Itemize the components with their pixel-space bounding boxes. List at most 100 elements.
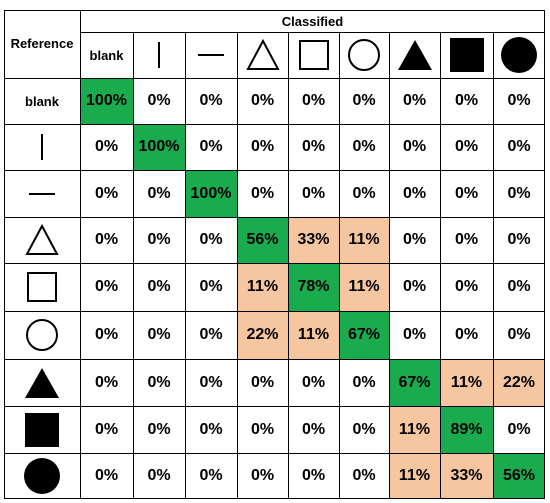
cell-value: 0%: [250, 420, 275, 438]
grid-line: [133, 32, 134, 499]
cell-value: 0%: [352, 184, 376, 202]
matrix-cell: 0%: [133, 78, 185, 124]
cell-value: 0%: [199, 138, 223, 155]
cell-value: 0%: [507, 92, 531, 109]
matrix-cell: 0%: [237, 453, 288, 499]
cell-value: 0%: [199, 420, 223, 438]
matrix-cell: 0%: [288, 170, 339, 217]
cell-value: 0%: [199, 278, 223, 295]
matrix-cell: 0%: [185, 124, 237, 170]
reference-label: Reference: [10, 36, 74, 51]
blank-label: blank: [89, 47, 124, 63]
grid-line: [544, 10, 545, 499]
cell-value: 0%: [507, 326, 531, 343]
matrix-cell: 0%: [288, 78, 339, 124]
matrix-cell: 0%: [440, 124, 493, 170]
matrix-cell: 11%: [339, 217, 389, 263]
square-filled-icon: [24, 412, 60, 448]
matrix-cell: 11%: [440, 359, 493, 406]
vertical-line-icon: [154, 40, 164, 70]
cell-value: 11%: [348, 278, 380, 295]
triangle-outline-icon: [245, 39, 280, 71]
cell-value: 0%: [250, 92, 275, 109]
matrix-cell: 0%: [288, 359, 339, 406]
confusion-matrix: Reference Classified blank blank 100% 0% 0% 0% 0…: [4, 10, 545, 499]
matrix-cell: 0%: [185, 453, 237, 499]
cell-value: 67%: [398, 373, 431, 391]
matrix-cell: 0%: [133, 406, 185, 453]
matrix-cell: 0%: [440, 170, 493, 217]
cell-value: 0%: [147, 184, 171, 202]
row-header: [4, 311, 80, 359]
horizontal-line-icon: [27, 189, 57, 199]
grid-line: [4, 453, 545, 454]
grid-line: [4, 10, 5, 499]
cell-value: 0%: [454, 92, 479, 109]
cell-value: 0%: [402, 326, 427, 343]
cell-value: 0%: [301, 92, 326, 109]
matrix-cell: 0%: [185, 217, 237, 263]
matrix-cell: 0%: [440, 311, 493, 359]
vertical-line-icon: [37, 132, 47, 162]
matrix-cell: 0%: [237, 170, 288, 217]
matrix-cell: 0%: [440, 263, 493, 311]
cell-value: 100%: [138, 138, 180, 155]
cell-value: 0%: [94, 420, 119, 438]
matrix-cell: 33%: [288, 217, 339, 263]
matrix-cell: 0%: [185, 78, 237, 124]
cell-value: 0%: [147, 467, 171, 484]
cell-value: 0%: [352, 92, 376, 109]
cell-value: 0%: [199, 373, 223, 391]
square-outline-icon: [26, 271, 58, 303]
cell-value: 0%: [250, 467, 275, 484]
cell-value: 0%: [147, 278, 171, 295]
column-header: [440, 32, 493, 78]
grid-line: [4, 124, 545, 125]
row-header: [4, 217, 80, 263]
cell-value: 11%: [246, 278, 279, 295]
matrix-cell: 0%: [133, 170, 185, 217]
column-header: [133, 32, 185, 78]
matrix-cell: 78%: [288, 263, 339, 311]
matrix-cell: 0%: [440, 217, 493, 263]
cell-value: 0%: [507, 231, 531, 248]
column-header: [185, 32, 237, 78]
matrix-cell: 0%: [80, 311, 133, 359]
matrix-cell: 0%: [493, 170, 545, 217]
grid-line: [185, 32, 186, 499]
cell-value: 33%: [297, 231, 330, 248]
cell-value: 0%: [94, 326, 119, 343]
grid-line: [440, 32, 441, 499]
matrix-cell: 0%: [133, 359, 185, 406]
matrix-cell: 0%: [237, 124, 288, 170]
matrix-cell: 0%: [80, 453, 133, 499]
horizontal-line-icon: [196, 50, 226, 60]
matrix-cell: 0%: [339, 78, 389, 124]
matrix-cell: 0%: [493, 124, 545, 170]
column-header: [339, 32, 389, 78]
grid-line: [4, 359, 545, 360]
cell-value: 0%: [301, 467, 326, 484]
matrix-cell: 22%: [493, 359, 545, 406]
circle-filled-icon: [23, 457, 61, 495]
cell-value: 0%: [507, 278, 531, 295]
row-header: blank: [4, 78, 80, 124]
grid-line: [4, 10, 545, 11]
matrix-cell: 56%: [237, 217, 288, 263]
cell-value: 11%: [398, 467, 431, 484]
cell-value: 0%: [94, 373, 119, 391]
cell-value: 89%: [450, 420, 483, 438]
cell-value: 0%: [199, 92, 223, 109]
matrix-cell: 56%: [493, 453, 545, 499]
matrix-cell: 0%: [493, 78, 545, 124]
grid-line: [493, 32, 494, 499]
cell-value: 0%: [147, 373, 171, 391]
matrix-cell: 0%: [185, 263, 237, 311]
matrix-cell: 0%: [237, 78, 288, 124]
matrix-cell: 0%: [389, 311, 440, 359]
cell-value: 56%: [502, 467, 536, 484]
cell-value: 0%: [301, 138, 326, 155]
row-header: [4, 406, 80, 453]
grid-line: [4, 170, 545, 171]
matrix-cell: 0%: [493, 311, 545, 359]
